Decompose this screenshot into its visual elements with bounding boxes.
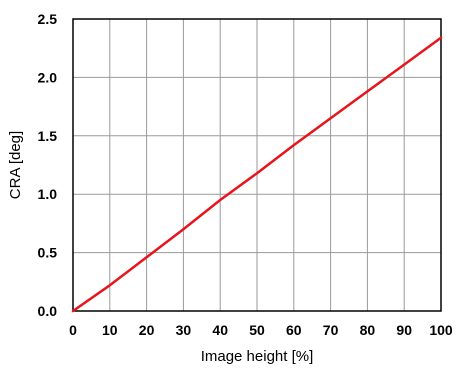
x-tick-label: 70 (323, 322, 339, 338)
x-tick-label: 30 (176, 322, 192, 338)
x-tick-label: 80 (360, 322, 376, 338)
x-tick-label: 90 (396, 322, 412, 338)
y-tick-label: 0.5 (38, 245, 58, 261)
x-tick-label: 10 (102, 322, 118, 338)
plot-frame (72, 18, 442, 312)
x-tick-labels: 0 10 20 30 40 50 60 70 80 90 100 (69, 322, 453, 338)
grid (73, 19, 441, 311)
series-line (71, 36, 443, 313)
y-tick-label: 0.0 (38, 303, 58, 319)
x-tick-label: 0 (69, 322, 77, 338)
x-tick-label: 60 (286, 322, 302, 338)
y-tick-label: 2.5 (38, 11, 58, 27)
y-axis-title: CRA [deg] (7, 131, 24, 199)
x-tick-label: 40 (212, 322, 228, 338)
y-tick-label: 1.5 (38, 128, 58, 144)
y-tick-label: 2.0 (38, 69, 58, 85)
x-axis-title: Image height [%] (201, 348, 314, 365)
y-tick-labels: 0.0 0.5 1.0 1.5 2.0 2.5 (38, 11, 58, 319)
x-tick-label: 20 (139, 322, 155, 338)
x-tick-label: 50 (249, 322, 265, 338)
x-tick-label: 100 (429, 322, 453, 338)
y-tick-label: 1.0 (38, 186, 58, 202)
